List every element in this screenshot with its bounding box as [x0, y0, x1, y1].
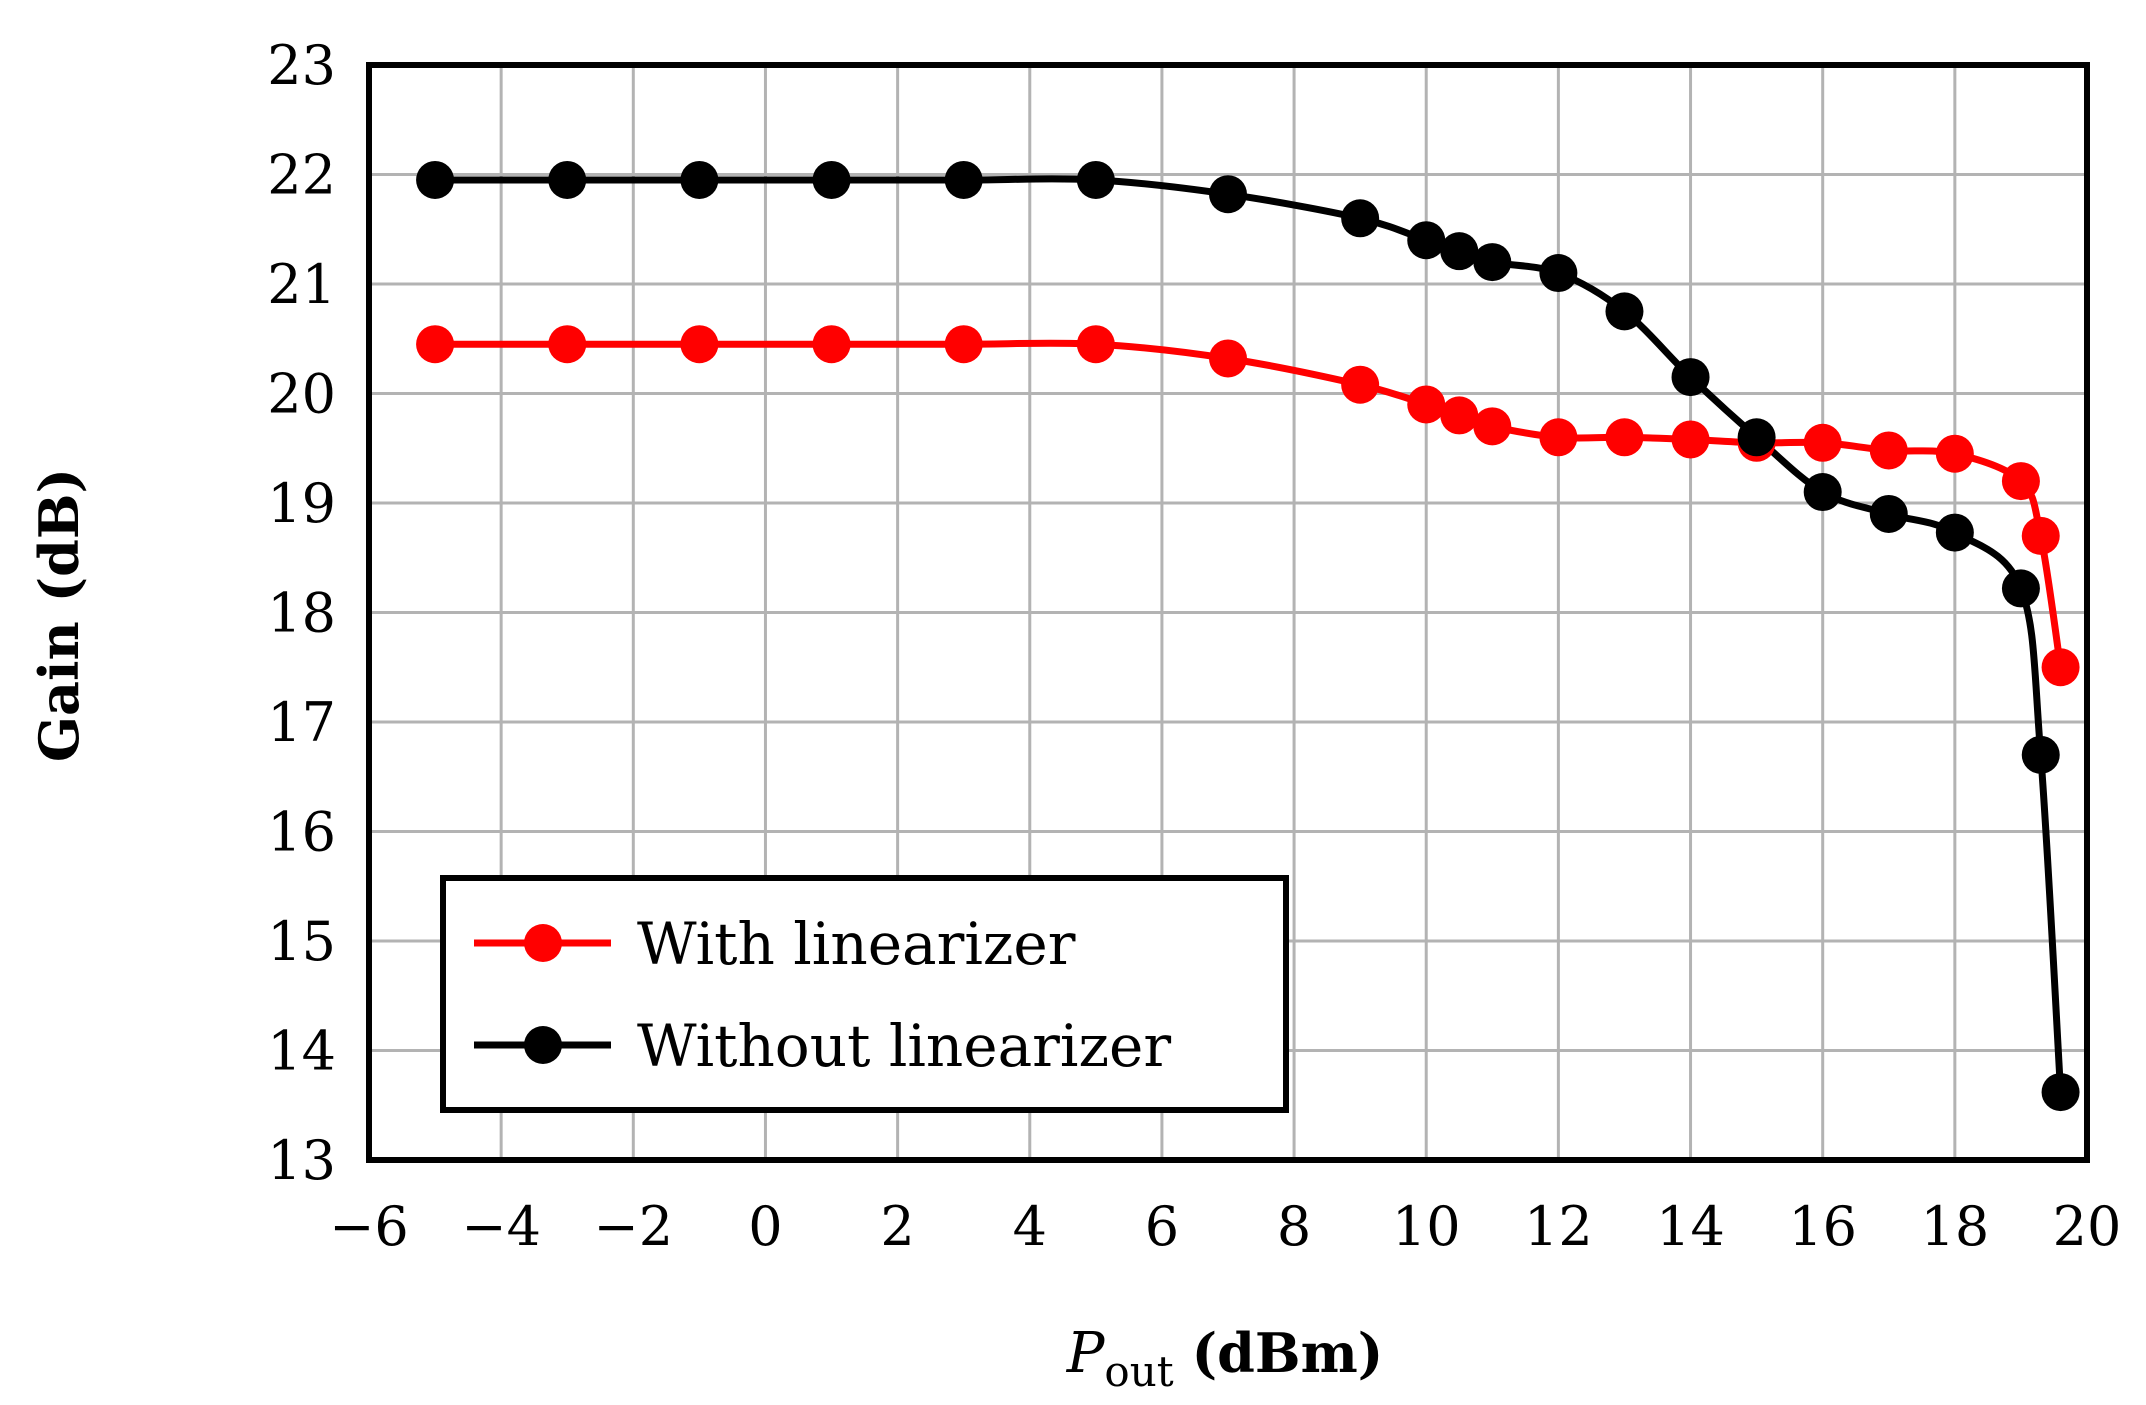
data-point-series-0	[1935, 434, 1974, 473]
x-tick-label: −4	[461, 1195, 541, 1258]
series-markers	[416, 160, 2080, 1112]
y-tick-label: 17	[267, 691, 336, 754]
data-point-series-0	[1539, 418, 1578, 457]
data-point-series-1	[1605, 292, 1644, 331]
legend: With linearizer Without linearizer	[440, 875, 1289, 1113]
data-point-series-0	[680, 325, 719, 364]
legend-box	[440, 875, 1289, 1113]
data-point-series-1	[1803, 473, 1842, 512]
x-axis-title-unit: (dBm)	[1192, 1321, 1384, 1385]
data-point-series-0	[1671, 420, 1710, 459]
legend-marker-with-linearizer	[524, 924, 562, 962]
x-tick-label: 10	[1392, 1195, 1461, 1258]
data-point-series-1	[1209, 175, 1247, 214]
data-point-series-0	[1473, 407, 1512, 446]
data-point-series-0	[812, 325, 851, 364]
data-point-series-0	[1803, 423, 1842, 462]
y-tick-label: 21	[267, 253, 336, 316]
y-tick-labels: 13 14 15 16 17 18 19 20 21 22 23	[267, 34, 336, 1192]
x-tick-label: 20	[2053, 1195, 2122, 1258]
data-point-series-1	[1935, 513, 1974, 552]
x-tick-labels: −6 −4 −2 0 2 4 6 8 10 12 14 16 18 20	[329, 1195, 2121, 1258]
data-point-series-0	[2001, 462, 2040, 501]
x-tick-label: 14	[1656, 1195, 1725, 1258]
x-axis-title: Pout (dBm)	[1066, 1321, 1384, 1396]
data-point-series-1	[416, 160, 455, 199]
y-tick-label: 22	[267, 144, 336, 207]
data-point-series-1	[1440, 232, 1479, 271]
data-point-series-1	[2001, 569, 2040, 608]
data-point-series-1	[944, 160, 983, 199]
x-tick-label: 6	[1145, 1195, 1179, 1258]
data-point-series-1	[812, 160, 851, 199]
x-axis-title-subscript: out	[1104, 1347, 1173, 1396]
y-tick-label: 13	[267, 1129, 336, 1192]
data-point-series-1	[1076, 160, 1115, 199]
data-point-series-1	[1539, 254, 1578, 293]
plot-frame	[366, 62, 2090, 1163]
data-point-series-1	[1341, 199, 1380, 238]
data-point-series-1	[1407, 221, 1446, 260]
x-tick-label: 16	[1788, 1195, 1857, 1258]
x-tick-label: −2	[594, 1195, 674, 1258]
legend-marker-without-linearizer	[524, 1026, 562, 1064]
legend-label-without-linearizer: Without linearizer	[637, 1012, 1171, 1080]
x-tick-label: 12	[1524, 1195, 1593, 1258]
data-point-series-0	[1076, 325, 1115, 364]
data-point-series-0	[1605, 418, 1644, 457]
data-point-series-1	[2041, 1073, 2080, 1112]
y-axis-title: Gain (dB)	[27, 468, 91, 762]
data-point-series-1	[548, 160, 587, 199]
data-point-series-1	[1473, 243, 1512, 282]
data-point-series-0	[1407, 385, 1446, 424]
data-point-series-0	[2021, 516, 2060, 555]
y-tick-label: 20	[267, 363, 336, 426]
data-point-series-0	[944, 325, 983, 364]
data-point-series-1	[1869, 494, 1908, 533]
y-tick-label: 18	[267, 582, 336, 645]
x-axis-title-symbol: P	[1066, 1321, 1106, 1386]
y-tick-label: 16	[267, 801, 336, 864]
data-point-series-0	[1440, 396, 1479, 435]
x-tick-label: 18	[1920, 1195, 1989, 1258]
x-tick-label: 0	[748, 1195, 782, 1258]
x-tick-label: 8	[1277, 1195, 1311, 1258]
y-tick-label: 14	[267, 1020, 336, 1083]
legend-label-with-linearizer: With linearizer	[637, 910, 1076, 978]
data-point-series-0	[1869, 431, 1908, 470]
data-point-series-1	[1671, 358, 1710, 397]
x-tick-label: 4	[1013, 1195, 1047, 1258]
data-point-series-0	[2041, 648, 2080, 687]
data-point-series-0	[548, 325, 587, 364]
data-point-series-0	[1341, 365, 1380, 404]
data-point-series-1	[2021, 735, 2060, 774]
data-point-series-0	[416, 325, 455, 364]
x-tick-label: −6	[329, 1195, 409, 1258]
y-tick-label: 19	[267, 472, 336, 535]
y-tick-label: 23	[267, 34, 336, 97]
data-point-series-1	[680, 160, 719, 199]
y-tick-label: 15	[267, 910, 336, 973]
x-tick-label: 2	[880, 1195, 914, 1258]
data-point-series-1	[1737, 418, 1776, 457]
data-point-series-0	[1209, 339, 1247, 378]
